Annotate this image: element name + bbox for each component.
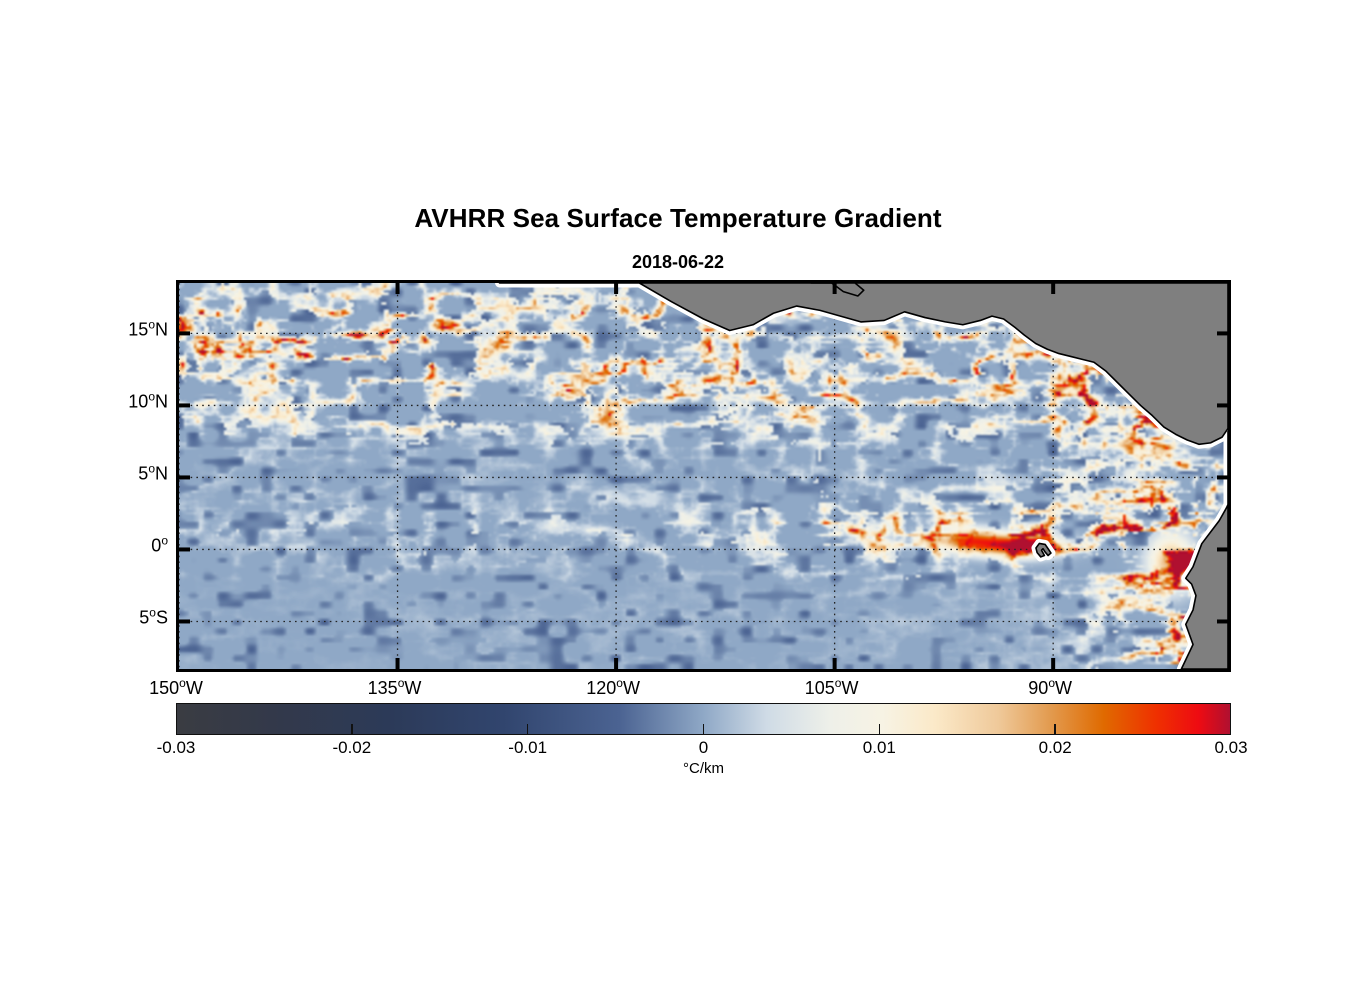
- colorbar-ticks: [176, 703, 1231, 735]
- colorbar-tick: [526, 724, 529, 735]
- y-axis-tick-label: 15oN: [128, 317, 168, 340]
- colorbar-tick-label: 0.01: [862, 738, 896, 757]
- x-axis-tick-label: 120oW: [586, 676, 640, 698]
- land-south-america: [1180, 430, 1228, 669]
- colorbar-unit-label: °C/km: [683, 760, 724, 777]
- colorbar-tick-label: 0.02: [1038, 738, 1072, 757]
- y-axis-tick-label: 5oN: [138, 461, 168, 484]
- x-axis-tick-label: 105oW: [804, 676, 859, 698]
- x-axis-tick-label: 90oW: [1028, 676, 1073, 698]
- land-north-america-mexico: [498, 283, 1228, 446]
- colorbar-tick-label: 0.03: [1214, 738, 1248, 757]
- land-layer: [495, 283, 1228, 669]
- x-axis-tick-label: 135oW: [367, 676, 422, 698]
- y-axis-tick-label: 5oS: [139, 605, 168, 628]
- colorbar-tick-label: -0.02: [332, 738, 372, 757]
- land-galapagos-island: [1035, 542, 1052, 558]
- colorbar-tick-labels: -0.03 -0.02 -0.01 0 0.01 0.02 0.03: [157, 738, 1248, 762]
- colorbar-tick: [351, 724, 353, 735]
- x-axis-labels: 150oW 135oW 120oW 105oW 90oW: [149, 676, 1231, 706]
- colorbar-tick: [702, 724, 705, 735]
- figure-subtitle: 2018-06-22: [631, 252, 725, 272]
- y-axis-tick-label: 10oN: [128, 389, 168, 412]
- map-plot-area: [176, 280, 1231, 672]
- sst-gradient-heatmap: [179, 283, 1228, 669]
- page-title: AVHRR Sea Surface Temperature Gradient: [414, 203, 942, 233]
- colorbar-tick-label: 0: [698, 738, 709, 757]
- gridlines: [179, 283, 1228, 669]
- colorbar-tick: [878, 724, 881, 735]
- colorbar-tick: [1054, 724, 1056, 735]
- colorbar-tick-label: -0.01: [508, 738, 548, 757]
- y-axis-tick-label: 0o: [151, 533, 168, 556]
- axis-ticks: [179, 283, 1228, 669]
- colorbar-tick-label: -0.03: [156, 738, 196, 757]
- y-axis-labels: 15oN 10oN 5oN 0o 5oS: [60, 280, 168, 672]
- x-axis-tick-label: 150oW: [149, 676, 203, 698]
- land-baja-tip: [810, 283, 865, 297]
